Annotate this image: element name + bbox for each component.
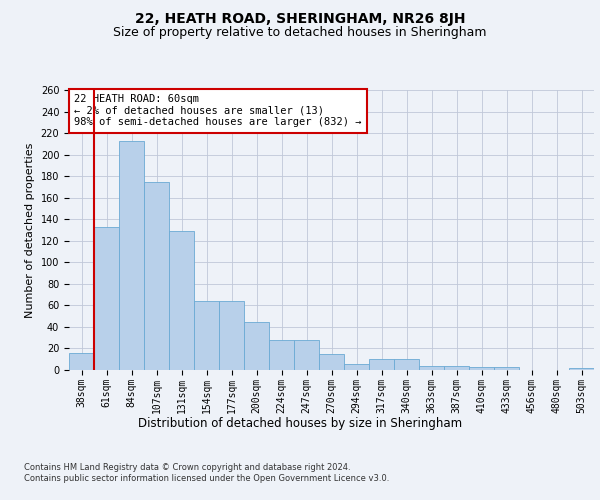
Y-axis label: Number of detached properties: Number of detached properties	[25, 142, 35, 318]
Bar	[294, 340, 319, 370]
Text: Contains public sector information licensed under the Open Government Licence v3: Contains public sector information licen…	[24, 474, 389, 483]
Bar	[194, 301, 219, 370]
Bar	[444, 366, 469, 370]
Bar	[569, 368, 594, 370]
Bar	[69, 353, 94, 370]
Bar	[344, 364, 369, 370]
Bar	[244, 322, 269, 370]
Text: 22 HEATH ROAD: 60sqm
← 2% of detached houses are smaller (13)
98% of semi-detach: 22 HEATH ROAD: 60sqm ← 2% of detached ho…	[74, 94, 362, 128]
Text: 22, HEATH ROAD, SHERINGHAM, NR26 8JH: 22, HEATH ROAD, SHERINGHAM, NR26 8JH	[135, 12, 465, 26]
Text: Size of property relative to detached houses in Sheringham: Size of property relative to detached ho…	[113, 26, 487, 39]
Bar	[94, 227, 119, 370]
Text: Contains HM Land Registry data © Crown copyright and database right 2024.: Contains HM Land Registry data © Crown c…	[24, 462, 350, 471]
Bar	[369, 359, 394, 370]
Text: Distribution of detached houses by size in Sheringham: Distribution of detached houses by size …	[138, 418, 462, 430]
Bar	[394, 359, 419, 370]
Bar	[419, 366, 444, 370]
Bar	[119, 140, 144, 370]
Bar	[269, 340, 294, 370]
Bar	[144, 182, 169, 370]
Bar	[319, 354, 344, 370]
Bar	[219, 301, 244, 370]
Bar	[169, 231, 194, 370]
Bar	[494, 367, 519, 370]
Bar	[469, 367, 494, 370]
